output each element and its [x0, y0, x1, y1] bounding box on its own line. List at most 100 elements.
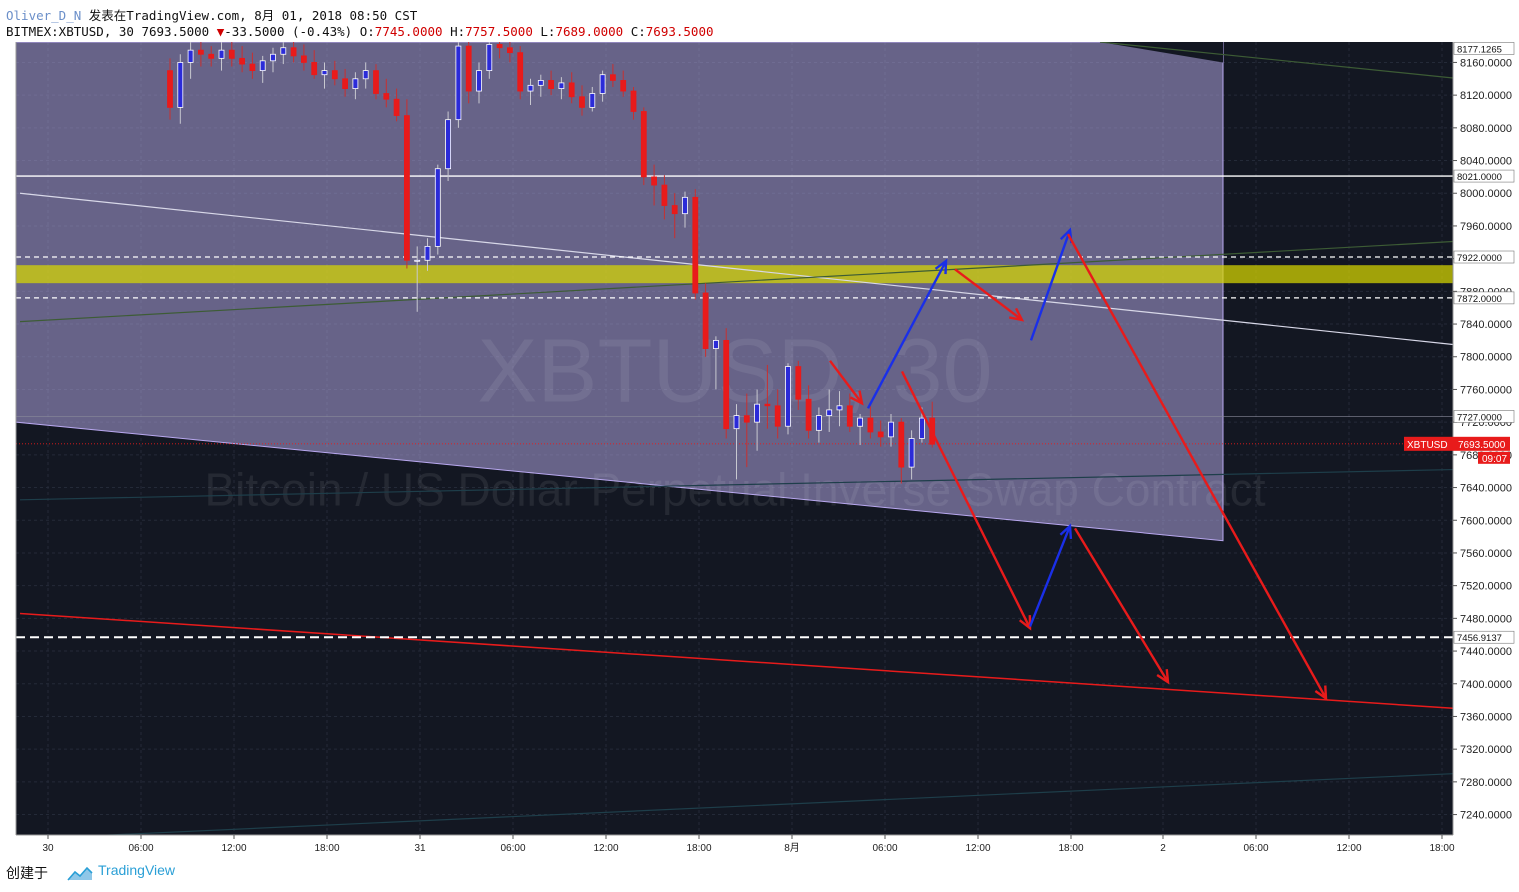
trend-line-teal-mid	[19, 468, 1454, 501]
price-tag-label: 7922.0000	[1457, 253, 1502, 264]
candle-body	[249, 63, 256, 72]
left-margin	[0, 42, 16, 835]
candle-body	[506, 47, 513, 54]
down-triangle-icon: ▼	[216, 24, 225, 39]
time-axis-label: 06:00	[1243, 843, 1268, 854]
time-axis-label: 18:00	[686, 843, 711, 854]
candle-body	[785, 366, 791, 427]
arrow-red-down-1	[954, 268, 1023, 321]
watermark-symbol: XBTUSD, 30	[477, 322, 992, 422]
candle-body	[476, 70, 482, 92]
candle-body	[300, 55, 307, 63]
candle-body	[568, 82, 575, 98]
candle-body	[816, 415, 822, 431]
trend-line-upper-white	[19, 192, 1454, 346]
time-axis-label: 18:00	[1429, 843, 1454, 854]
close-value: 7693.5000	[645, 24, 714, 39]
candle-body	[434, 168, 441, 247]
time-axis-label: 06:00	[872, 843, 897, 854]
open-label: O:	[359, 24, 375, 39]
candle-body	[455, 45, 462, 121]
candle-body	[661, 184, 668, 206]
high-label: H:	[450, 24, 466, 39]
candle-body	[393, 98, 400, 116]
candle-body	[167, 70, 173, 108]
candle-body	[857, 417, 863, 427]
candle-body	[713, 339, 719, 349]
price-axis-label: 7280.0000	[1460, 777, 1512, 789]
price-tag	[1453, 410, 1515, 423]
candle-body	[486, 44, 493, 72]
time-axis-label: 12:00	[1336, 843, 1361, 854]
candle-body	[888, 421, 894, 438]
candle-body	[836, 405, 843, 411]
candle-body	[877, 431, 884, 438]
low-label: L:	[540, 24, 556, 39]
open-value: 7745.0000	[374, 24, 443, 39]
price-chart[interactable]: XBTUSD, 30 Bitcoin / US Dollar Perpetual …	[0, 33, 1519, 857]
candle-body	[373, 70, 379, 94]
ohlc-legend: BITMEX:XBTUSD, 30 7693.5000 ▼-33.5000 (-…	[6, 24, 714, 39]
candle-body	[280, 47, 287, 55]
candle-body	[754, 403, 760, 423]
candle-body	[228, 49, 235, 59]
current-price-tag	[1404, 436, 1510, 451]
arrow-red-down-long-head	[1314, 685, 1328, 701]
time-axis-label: 31	[414, 843, 426, 854]
candle-body	[465, 45, 472, 92]
low-value: 7689.0000	[555, 24, 624, 39]
published-text: 发表在TradingView.com, 8月 01, 2018 08:50 CS…	[88, 8, 418, 23]
arrow-blue-up-3	[1028, 525, 1072, 627]
candle-body	[805, 398, 812, 431]
time-axis-label: 18:00	[314, 843, 339, 854]
price-axis-label: 7480.0000	[1460, 613, 1512, 625]
chart-area[interactable]: XBTUSD, 30 Bitcoin / US Dollar Perpetual …	[0, 33, 1519, 857]
candle-body	[527, 84, 534, 92]
price-axis-label: 7800.0000	[1460, 352, 1512, 364]
time-axis	[0, 835, 1519, 857]
tradingview-logo-icon	[67, 866, 93, 881]
candle-body	[599, 74, 606, 94]
candle-body	[218, 49, 225, 59]
price-tag-label: 8021.0000	[1457, 172, 1502, 183]
arrow-red-down-2-head	[1018, 615, 1032, 631]
candle-body	[640, 111, 647, 178]
price-tag-label: 7456.9137	[1457, 633, 1502, 644]
candle-body	[177, 62, 184, 108]
candle-body	[774, 405, 781, 427]
arrow-red-small-head	[849, 390, 864, 406]
time-axis-label: 30	[42, 843, 54, 854]
time-axis-label: 8月	[784, 842, 800, 854]
arrow-red-down-long	[1066, 233, 1328, 700]
resistance-zone	[16, 265, 1453, 284]
price-change: -33.5000 (-0.43%)	[224, 24, 353, 39]
price-axis-label: 7960.0000	[1460, 221, 1512, 233]
candle-body	[682, 196, 688, 215]
time-axis-label: 06:00	[500, 843, 525, 854]
arrow-blue-up-3-head	[1059, 523, 1073, 540]
candle-body	[445, 119, 452, 170]
time-axis-label: 2	[1160, 843, 1166, 854]
price-tag	[1453, 169, 1515, 183]
created-with-label: 创建于	[6, 866, 48, 882]
close-label: C:	[630, 24, 646, 39]
trend-line-teal-low	[19, 773, 1454, 840]
price-axis-label: 8000.0000	[1460, 188, 1512, 200]
watermark-description: Bitcoin / US Dollar Perpetual Inverse Sw…	[204, 464, 1265, 516]
price-tag-label: 8177.1265	[1457, 44, 1502, 55]
price-axis-label: 7760.0000	[1460, 384, 1512, 396]
tradingview-brand[interactable]: TradingView	[98, 862, 176, 878]
arrow-red-down-3	[1073, 527, 1170, 683]
arrow-blue-up-2	[1029, 229, 1072, 341]
arrow-red-down-1-head	[1009, 307, 1025, 322]
candle-body	[414, 259, 421, 262]
price-axis-label: 8080.0000	[1460, 123, 1512, 135]
candle-body	[630, 90, 637, 112]
price-tag-label: 7872.0000	[1457, 294, 1502, 305]
price-axis-label: 7840.0000	[1460, 319, 1512, 331]
price-axis-label: 7560.0000	[1460, 548, 1512, 560]
candle-body	[270, 53, 276, 62]
candle-body	[548, 80, 554, 89]
arrow-blue-up-1	[866, 260, 948, 409]
author-name[interactable]: Oliver_D_N	[6, 8, 82, 23]
